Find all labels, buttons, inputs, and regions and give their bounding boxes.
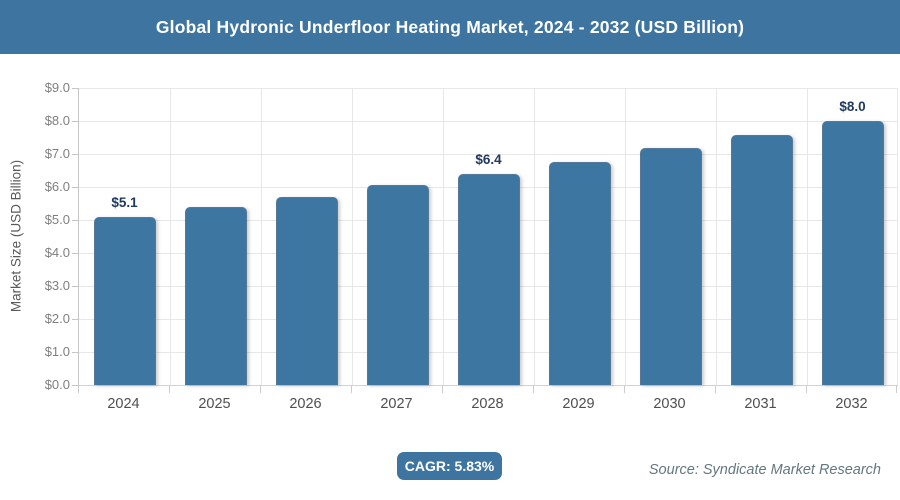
bar [184, 206, 247, 385]
v-gridline [442, 88, 444, 385]
v-gridline [533, 88, 535, 385]
v-gridline [624, 88, 626, 385]
x-tick-mark [715, 386, 716, 393]
bar [548, 161, 611, 385]
bar [821, 121, 884, 385]
y-tick-label: $1.0 [44, 344, 70, 359]
y-tick-label: $8.0 [44, 113, 70, 128]
v-gridline [351, 88, 353, 385]
x-tick-mark [78, 386, 79, 393]
y-tick-mark [72, 88, 78, 89]
y-tick-mark [72, 385, 78, 386]
y-tick-mark [72, 121, 78, 122]
chart-title: Global Hydronic Underfloor Heating Marke… [155, 16, 745, 37]
h-gridline [79, 120, 898, 122]
bar [93, 216, 156, 385]
y-tick-mark [72, 187, 78, 188]
x-tick-label: 2032 [835, 396, 868, 412]
y-tick-label: $9.0 [44, 80, 70, 95]
y-tick-label: $6.0 [44, 179, 70, 194]
x-tick-label: 2025 [198, 396, 231, 412]
bar [366, 185, 429, 385]
cagr-badge: CAGR: 5.83% [397, 452, 502, 480]
x-tick-mark [351, 386, 352, 393]
y-tick-mark [72, 319, 78, 320]
x-tick-label: 2026 [289, 396, 322, 412]
y-tick-label: $7.0 [44, 146, 70, 161]
y-tick-label: $4.0 [44, 245, 70, 260]
bar [639, 148, 702, 385]
h-gridline [79, 153, 898, 155]
bar-value-label: $5.1 [111, 194, 138, 210]
x-tick-label: 2024 [107, 396, 140, 412]
y-tick-label: $2.0 [44, 311, 70, 326]
y-tick-mark [72, 220, 78, 221]
v-gridline [260, 88, 262, 385]
title-banner: Global Hydronic Underfloor Heating Marke… [0, 0, 900, 54]
y-tick-mark [72, 286, 78, 287]
y-tick-mark [72, 253, 78, 254]
x-tick-mark [442, 386, 443, 393]
v-gridline [806, 88, 808, 385]
bar-value-label: $6.4 [475, 151, 502, 167]
h-gridline [79, 87, 898, 89]
y-tick-label: $0.0 [44, 377, 70, 392]
plot-area: $5.1 $6.4 $8.0 [78, 87, 898, 386]
v-gridline [715, 88, 717, 385]
x-tick-mark [533, 386, 534, 393]
x-tick-mark [260, 386, 261, 393]
y-tick-label: $3.0 [44, 278, 70, 293]
bar-value-label: $8.0 [839, 99, 866, 114]
x-tick-mark [806, 386, 807, 393]
bar [730, 134, 793, 385]
x-tick-mark [169, 386, 170, 393]
y-tick-label: $5.0 [44, 212, 70, 227]
x-tick-label: 2028 [471, 396, 504, 412]
source-text: Source: Syndicate Market Research [648, 462, 881, 478]
bar [275, 196, 338, 385]
x-tick-label: 2030 [653, 396, 686, 412]
v-gridline [896, 88, 898, 385]
y-tick-mark [72, 352, 78, 353]
x-tick-label: 2029 [562, 396, 595, 412]
y-tick-mark [72, 154, 78, 155]
x-tick-label: 2027 [380, 396, 413, 412]
x-tick-mark [896, 386, 897, 393]
bar [457, 173, 520, 385]
v-gridline [169, 88, 171, 385]
x-tick-label: 2031 [744, 396, 777, 412]
x-tick-mark [624, 386, 625, 393]
